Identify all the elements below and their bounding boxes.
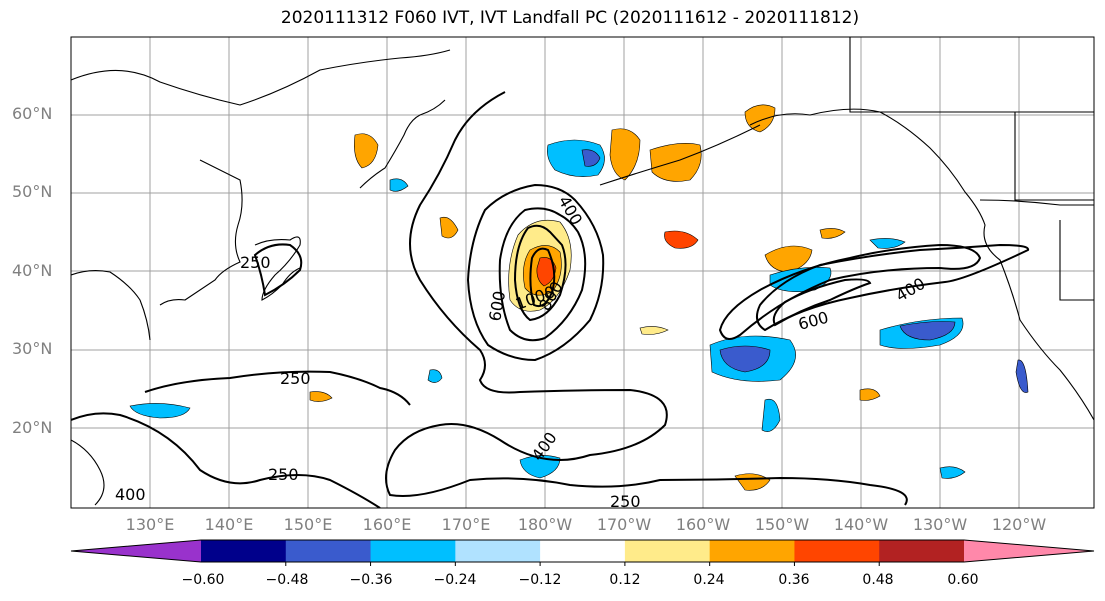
colorbar-segment [285,540,372,562]
colorbar-tick-label: 0.12 [609,572,641,588]
lon-label: 140°E [204,515,254,534]
lat-label: 40°N [12,261,53,280]
contour-label: 250 [280,369,311,388]
contour-label: 400 [893,274,929,306]
map-frame [70,36,1095,509]
colorbar-tick-label: 0.60 [947,572,979,588]
colorbar-extend-max [964,540,1094,562]
lon-label: 130°W [912,515,968,534]
colorbar-tick-label: 0.36 [778,572,810,588]
lon-label: 170°W [596,515,652,534]
lon-label: 140°W [833,515,889,534]
contour-label: 250 [610,492,641,511]
lat-label: 50°N [12,182,53,201]
lon-label: 130°E [125,515,175,534]
colorbar-tick-label: −0.24 [433,572,477,588]
colorbar-segment [540,540,626,562]
colorbar-segment [370,540,456,562]
colorbar-tick-label: 0.48 [862,572,894,588]
gridlines [71,37,1094,508]
lon-label: 150°W [754,515,810,534]
colorbar-tick-label: −0.48 [265,572,309,588]
colorbar-segment [709,540,795,562]
colorbar [70,539,1095,566]
ivt-contours [71,91,1030,508]
colorbar-segment [624,540,711,562]
lon-label: 170°E [441,515,491,534]
colorbar-segment [455,540,541,562]
lat-label: 30°N [12,339,53,358]
contour-labels: 250 250 250 250 400 400 400 400 600 600 … [115,193,929,511]
lat-label: 20°N [12,418,53,437]
lon-label: 150°E [283,515,333,534]
colorbar-segment [794,540,880,562]
contour-label: 250 [240,253,271,272]
lon-label: 160°E [362,515,412,534]
colorbar-tick-label: −0.12 [518,572,562,588]
colorbar-outline [70,539,1095,563]
colorbar-tick-label: −0.60 [181,572,225,588]
lat-label: 60°N [12,104,53,123]
colorbar-segment [879,540,965,562]
colorbar-tick-label: 0.24 [693,572,725,588]
contour-label: 400 [115,485,146,504]
colorbar-segment [201,540,287,562]
contour-label: 250 [268,465,299,484]
lon-label: 120°W [991,515,1047,534]
map-title: 2020111312 F060 IVT, IVT Landfall PC (20… [280,8,860,28]
coastlines [71,37,1094,506]
colorbar-extend-min [71,540,201,562]
lon-label: 160°W [675,515,731,534]
lon-label: 180°W [517,515,573,534]
colorbar-tick-label: −0.36 [349,572,393,588]
